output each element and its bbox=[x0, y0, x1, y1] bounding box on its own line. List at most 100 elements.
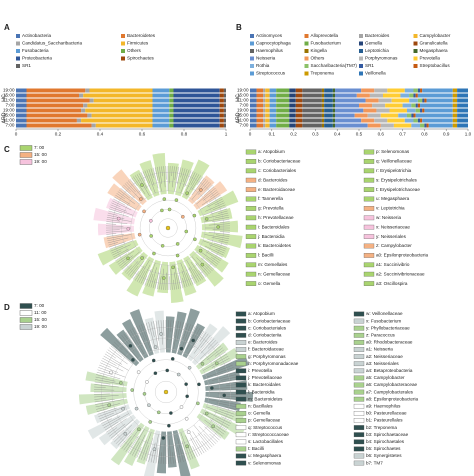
bar-segment bbox=[16, 123, 27, 128]
tree-branch bbox=[157, 166, 162, 192]
bar-segment bbox=[380, 113, 399, 118]
feature-swatch bbox=[353, 460, 365, 466]
bar-segment bbox=[16, 93, 27, 98]
clade-node bbox=[216, 225, 220, 229]
clade-node bbox=[160, 244, 165, 248]
tree-branch bbox=[109, 423, 126, 437]
bar-segment bbox=[426, 98, 453, 103]
feature-swatch bbox=[245, 243, 257, 249]
clade-shade bbox=[200, 207, 233, 224]
tree-branch bbox=[201, 193, 220, 206]
tree-branch bbox=[107, 237, 121, 242]
legend-swatch bbox=[250, 49, 254, 53]
tree-branch bbox=[180, 262, 190, 287]
legend-label: Actinobacteria bbox=[22, 33, 52, 38]
clade-node bbox=[184, 229, 189, 234]
tree-branch bbox=[180, 169, 190, 194]
clade-node bbox=[151, 358, 156, 363]
clade-node bbox=[148, 420, 152, 424]
feature-swatch bbox=[235, 403, 247, 409]
legend-swatch bbox=[304, 71, 309, 76]
tree-branch bbox=[170, 320, 172, 332]
x-tick-label: 0 bbox=[15, 132, 18, 137]
tree-branch bbox=[183, 323, 189, 339]
tree-branch bbox=[126, 261, 139, 275]
legend-swatch bbox=[121, 34, 125, 38]
feature-swatch bbox=[235, 382, 247, 388]
bar-segment bbox=[26, 103, 84, 108]
bar-segment bbox=[223, 118, 226, 123]
tree-branch bbox=[186, 260, 200, 282]
bar-segment bbox=[152, 113, 170, 118]
bar-segment bbox=[289, 88, 296, 93]
feature-swatch bbox=[353, 368, 365, 374]
tree-branch bbox=[207, 340, 217, 349]
feature-label: a2: Succinivibrionaceae bbox=[376, 271, 425, 276]
tree-branch bbox=[106, 418, 127, 433]
bar-segment bbox=[302, 98, 322, 103]
tree-branch bbox=[191, 177, 205, 195]
tree-branch bbox=[198, 345, 222, 365]
tree-branch bbox=[125, 332, 140, 353]
tree-branch bbox=[190, 274, 196, 284]
bar-segment bbox=[409, 93, 414, 98]
clade-shade bbox=[204, 397, 241, 412]
tree-branch bbox=[220, 360, 231, 366]
feature-label: y: Neisseriales bbox=[376, 234, 407, 239]
tree-branch bbox=[115, 253, 128, 261]
tree-branch bbox=[125, 442, 133, 452]
tree-branch bbox=[127, 435, 139, 454]
clade-node bbox=[205, 411, 209, 416]
feature-swatch bbox=[353, 361, 365, 367]
bar-segment bbox=[417, 98, 423, 103]
clade-node bbox=[142, 392, 147, 396]
legend-label: Firmicutes bbox=[127, 41, 149, 46]
feature-swatch bbox=[363, 196, 375, 202]
clade-shade bbox=[139, 160, 160, 197]
feature-swatch bbox=[353, 332, 365, 338]
bar-segment bbox=[324, 123, 333, 128]
feature-label: a1: Neisseria bbox=[366, 347, 393, 352]
tree-branch bbox=[174, 264, 179, 290]
tree-branch bbox=[110, 245, 124, 252]
bar-segment bbox=[457, 123, 468, 128]
y-tick-label: 15:00 bbox=[3, 113, 15, 118]
feature-swatch bbox=[245, 177, 257, 183]
feature-label: a8: Epsilonproteobacteria bbox=[366, 396, 419, 401]
bar-segment bbox=[85, 108, 153, 113]
feature-swatch bbox=[353, 403, 365, 409]
y-tick-label: 19:00 bbox=[3, 88, 15, 93]
bar-segment bbox=[16, 98, 27, 103]
legend-label: Prevotella bbox=[420, 56, 441, 61]
tree-branch bbox=[207, 239, 228, 246]
y-tick-label: 15:00 bbox=[237, 113, 249, 118]
clade-shade bbox=[103, 232, 136, 249]
tree-branch bbox=[106, 225, 124, 227]
feature-label: b2: Treponema bbox=[366, 425, 397, 430]
tree-branch bbox=[208, 232, 230, 235]
bar-segment bbox=[332, 103, 336, 108]
bar-segment bbox=[16, 103, 27, 108]
tree-branch bbox=[201, 440, 209, 451]
tree-branch bbox=[136, 260, 150, 282]
bar-segment bbox=[173, 88, 220, 93]
feature-label: u: Megasphaera bbox=[376, 196, 410, 201]
tree-branch bbox=[178, 322, 186, 347]
bar-segment bbox=[417, 88, 421, 93]
bar-segment bbox=[457, 93, 468, 98]
tree-branch bbox=[96, 374, 108, 378]
bar-segment bbox=[363, 108, 377, 113]
bar-segment bbox=[354, 113, 368, 118]
tree-branch bbox=[214, 411, 233, 420]
feature-swatch bbox=[235, 347, 247, 352]
tree-branch bbox=[108, 208, 123, 214]
bar-segment bbox=[289, 113, 296, 118]
bar-segment bbox=[26, 118, 77, 123]
bar-segment bbox=[457, 88, 468, 93]
tree-branch bbox=[217, 393, 238, 395]
tree-branch bbox=[112, 200, 132, 211]
clade-node bbox=[174, 198, 179, 202]
clade-node bbox=[193, 237, 197, 242]
feature-swatch bbox=[235, 460, 247, 466]
tree-branch bbox=[138, 270, 146, 283]
